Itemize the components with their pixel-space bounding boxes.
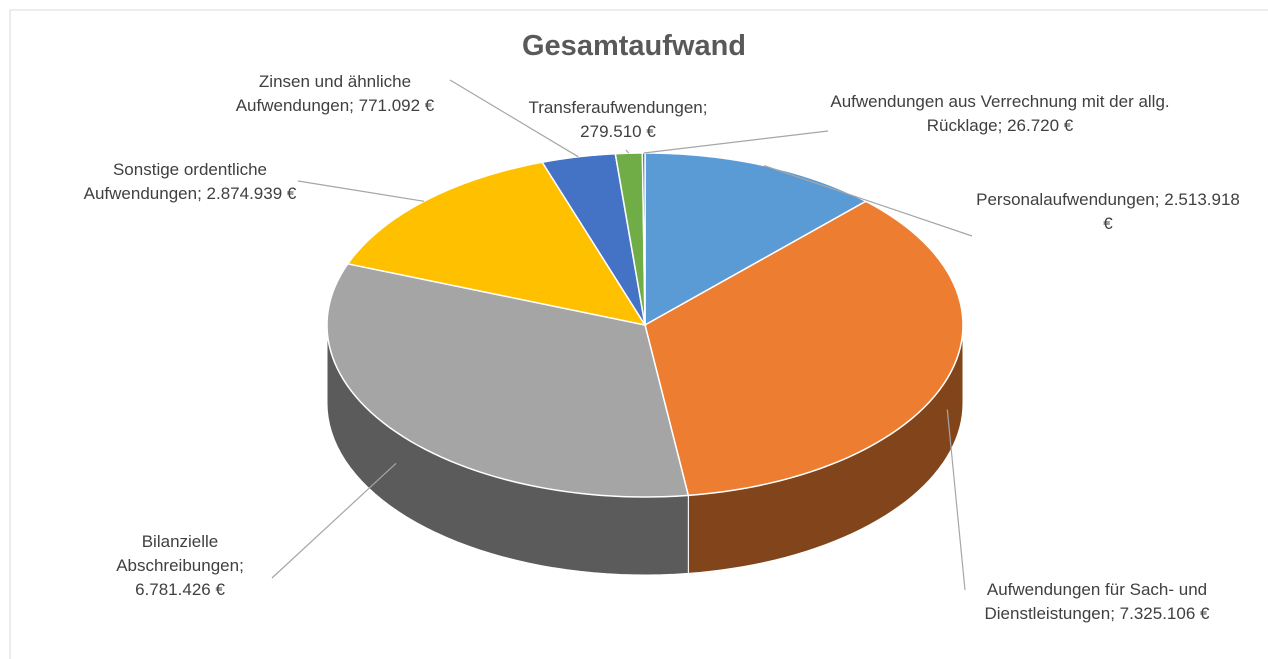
label-value: 6.781.426 € (135, 580, 225, 599)
leader-line (763, 164, 973, 237)
label-value: 279.510 € (580, 122, 656, 141)
slice (644, 152, 868, 327)
label-name: Personalaufwendungen (976, 190, 1155, 209)
data-label: Aufwendungen aus Verrechnung mit der all… (820, 90, 1180, 138)
data-label: Bilanzielle Abschreibungen; 6.781.426 € (90, 530, 270, 602)
data-label: Transferaufwendungen; 279.510 € (503, 96, 733, 144)
chart-title: Gesamtaufwand (522, 30, 746, 62)
label-name: Aufwendungen für Sach- und Dienstleistun… (984, 580, 1208, 623)
label-separator: ; (702, 98, 708, 117)
label-name: Aufwendungen aus Verrechnung mit der all… (830, 92, 1170, 135)
label-name: Zinsen und ähnliche Aufwendungen (235, 72, 412, 115)
label-value: 2.513.918 € (1103, 190, 1240, 233)
label-name: Bilanzielle Abschreibungen (116, 532, 240, 575)
label-value: 26.720 € (1007, 116, 1074, 135)
label-separator: ; (197, 184, 202, 203)
leader-line (297, 180, 425, 202)
data-label: Zinsen und ähnliche Aufwendungen; 771.09… (230, 70, 440, 118)
label-separator: ; (1154, 190, 1160, 209)
leader-line (625, 149, 630, 154)
label-name: Sonstige ordentliche Aufwendungen (83, 160, 268, 203)
data-label: Sonstige ordentliche Aufwendungen; 2.874… (70, 158, 310, 206)
label-separator: ; (1110, 604, 1115, 623)
leader-line (271, 462, 397, 579)
data-label: Aufwendungen für Sach- und Dienstleistun… (972, 578, 1222, 626)
leader-line (946, 409, 966, 591)
label-separator: ; (349, 96, 354, 115)
label-name: Transferaufwendungen (528, 98, 703, 117)
label-separator: ; (997, 116, 1003, 135)
slice (326, 262, 690, 498)
label-value: 771.092 € (358, 96, 435, 115)
data-label: Personalaufwendungen; 2.513.918 € (973, 188, 1243, 236)
label-separator: ; (239, 556, 244, 575)
label-value: 2.874.939 € (206, 184, 297, 203)
leader-line (449, 79, 579, 158)
slice (644, 200, 964, 497)
label-value: 7.325.106 € (1119, 604, 1210, 623)
leader-line (643, 130, 829, 154)
